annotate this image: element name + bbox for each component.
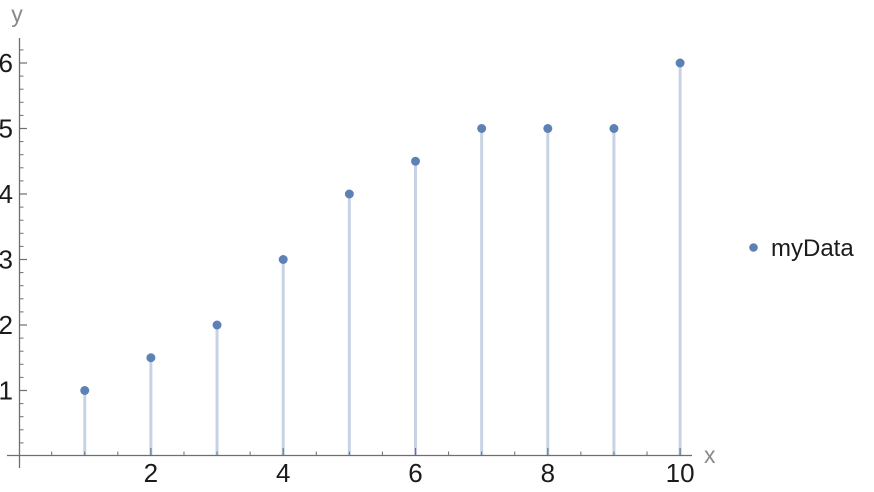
data-point [609,124,619,133]
data-point [278,255,288,264]
x-tick-label: 4 [276,458,290,488]
series-layer [80,58,685,455]
x-tick-label: 2 [144,458,158,488]
y-tick-label: 6 [0,48,13,78]
x-tick-label: 10 [666,458,695,488]
data-point [344,189,354,199]
y-tick-label: 5 [0,114,13,144]
y-tick-label: 1 [0,376,13,406]
legend-point-marker-icon [749,243,758,252]
data-point [543,124,553,133]
data-point [477,124,487,133]
y-tick-label: 4 [0,179,13,209]
y-tick-label: 3 [0,245,13,275]
y-axis-label: y [11,1,23,27]
legend-label: myData [771,235,854,262]
data-point [675,58,685,68]
data-point [411,156,420,166]
y-tick-label: 2 [0,310,13,340]
data-point [80,386,90,395]
x-tick-label: 8 [541,458,555,488]
data-point [212,320,222,330]
x-axis-label: x [704,442,716,468]
data-point [146,353,156,363]
legend: myData [749,235,854,262]
x-tick-label: 6 [408,458,422,488]
